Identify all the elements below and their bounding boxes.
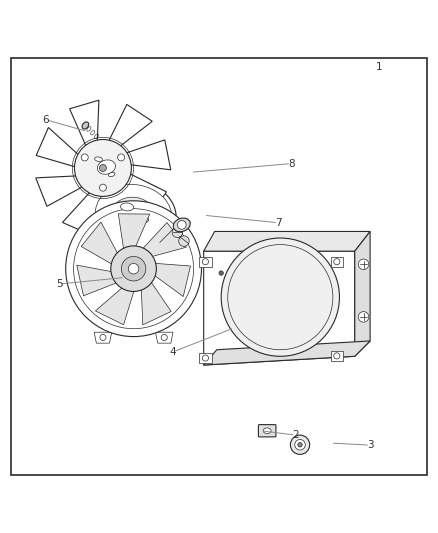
- Circle shape: [179, 236, 189, 246]
- Circle shape: [100, 334, 106, 341]
- Ellipse shape: [124, 222, 134, 229]
- Circle shape: [128, 263, 139, 274]
- Circle shape: [111, 246, 156, 292]
- Polygon shape: [95, 287, 134, 325]
- Ellipse shape: [120, 203, 134, 211]
- Polygon shape: [36, 176, 83, 206]
- FancyBboxPatch shape: [258, 425, 276, 437]
- Text: 5: 5: [56, 279, 63, 289]
- Circle shape: [290, 435, 310, 455]
- Bar: [331, 351, 343, 361]
- Polygon shape: [63, 192, 102, 235]
- Circle shape: [121, 256, 146, 281]
- Text: 3: 3: [367, 440, 374, 450]
- Polygon shape: [118, 214, 150, 249]
- Circle shape: [202, 355, 208, 361]
- Circle shape: [295, 440, 305, 450]
- Circle shape: [219, 271, 223, 275]
- Text: 8: 8: [288, 159, 295, 168]
- Circle shape: [358, 259, 369, 270]
- Circle shape: [99, 184, 106, 191]
- Circle shape: [118, 154, 125, 161]
- Polygon shape: [94, 332, 112, 343]
- Circle shape: [66, 201, 201, 336]
- Ellipse shape: [95, 157, 102, 161]
- Ellipse shape: [97, 160, 116, 174]
- Polygon shape: [155, 332, 173, 343]
- Circle shape: [334, 259, 340, 265]
- Circle shape: [202, 259, 208, 265]
- Circle shape: [177, 221, 186, 229]
- Circle shape: [221, 238, 339, 356]
- Circle shape: [99, 165, 106, 172]
- Bar: [331, 257, 343, 266]
- Circle shape: [161, 334, 167, 341]
- Circle shape: [81, 154, 88, 161]
- Text: 2: 2: [292, 430, 299, 440]
- Text: 7: 7: [275, 217, 282, 228]
- Circle shape: [74, 140, 131, 197]
- Polygon shape: [204, 341, 370, 365]
- Polygon shape: [155, 263, 191, 296]
- Ellipse shape: [263, 428, 271, 434]
- Polygon shape: [36, 127, 79, 167]
- Ellipse shape: [138, 216, 148, 223]
- Text: 4: 4: [170, 347, 177, 357]
- Polygon shape: [70, 100, 99, 147]
- Polygon shape: [126, 140, 171, 170]
- Polygon shape: [141, 282, 171, 325]
- Circle shape: [172, 227, 183, 238]
- Polygon shape: [124, 174, 166, 217]
- Ellipse shape: [109, 172, 115, 176]
- Text: 1: 1: [375, 62, 382, 72]
- Polygon shape: [143, 223, 186, 256]
- Circle shape: [334, 353, 340, 359]
- Text: 6: 6: [42, 115, 49, 125]
- Polygon shape: [355, 231, 370, 356]
- Polygon shape: [81, 222, 118, 264]
- Ellipse shape: [91, 181, 176, 249]
- Polygon shape: [107, 189, 136, 236]
- Ellipse shape: [173, 218, 190, 232]
- Ellipse shape: [82, 122, 89, 129]
- Circle shape: [358, 312, 369, 322]
- Circle shape: [74, 209, 194, 329]
- Ellipse shape: [112, 197, 155, 232]
- Polygon shape: [77, 265, 117, 296]
- Polygon shape: [204, 251, 355, 365]
- Polygon shape: [204, 231, 370, 251]
- Polygon shape: [109, 104, 152, 147]
- Bar: [199, 257, 212, 266]
- Circle shape: [298, 442, 302, 447]
- Ellipse shape: [95, 184, 172, 245]
- Bar: [199, 353, 212, 363]
